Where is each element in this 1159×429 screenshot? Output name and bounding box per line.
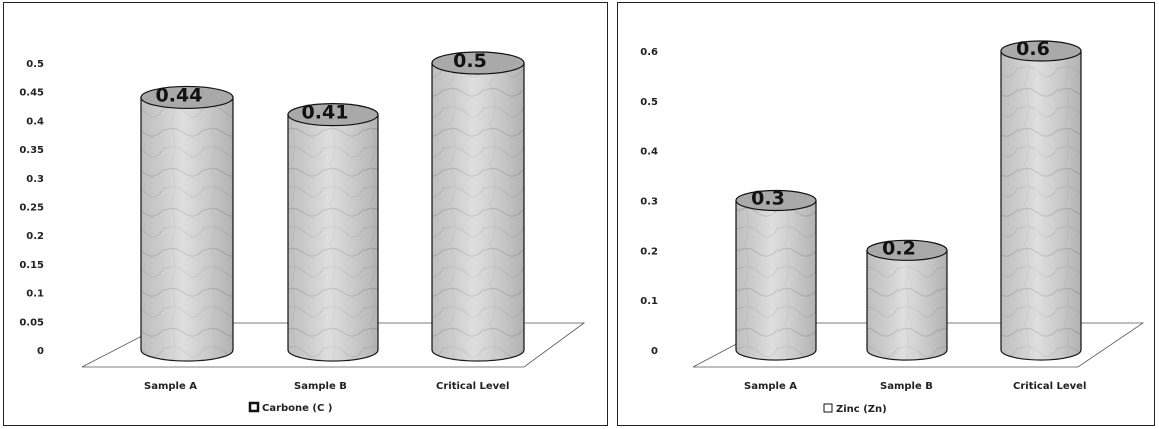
legend-swatch — [823, 403, 833, 413]
y-tick-label: 0.4 — [640, 147, 658, 158]
data-label: 0.41 — [302, 102, 349, 124]
bar-shading — [288, 114, 378, 361]
bar-top — [735, 189, 817, 212]
bar-cylinder — [287, 103, 379, 362]
bar-cylinder — [431, 51, 525, 362]
y-tick-label: 0.4 — [26, 116, 44, 127]
legend-label: Carbone (C ) — [262, 403, 332, 414]
chart-floor — [81, 322, 586, 368]
carbon-chart-panel: 0 0.05 0.1 0.15 0.2 0.25 0.3 0.35 0.4 0.45 0.5 0.44… — [3, 2, 608, 426]
y-tick-label: 0.6 — [640, 47, 658, 58]
bar-top — [140, 85, 234, 110]
bar-cylinder — [866, 239, 948, 361]
y-tick-label: 0.45 — [19, 88, 44, 99]
category-label: Critical Level — [436, 381, 509, 392]
carbon-chart: 0 0.05 0.1 0.15 0.2 0.25 0.3 0.35 0.4 0.45 0.5 0.44… — [19, 50, 586, 414]
y-tick-label: 0.5 — [640, 97, 658, 108]
y-tick-label: 0 — [37, 346, 44, 357]
category-label: Sample A — [144, 381, 197, 392]
y-tick-label: 0.25 — [19, 203, 44, 214]
data-label: 0.44 — [156, 84, 203, 106]
bar-shading — [867, 250, 947, 360]
data-label: 0.2 — [882, 237, 916, 259]
legend: Zinc (Zn) — [823, 403, 887, 415]
category-label: Sample B — [294, 381, 347, 392]
bar-top — [866, 239, 948, 261]
y-tick-label: 0.1 — [640, 296, 658, 307]
y-tick-label: 0 — [651, 346, 658, 357]
category-label: Sample B — [880, 381, 933, 392]
y-tick-label: 0.15 — [19, 260, 44, 271]
legend-label: Zinc (Zn) — [836, 404, 887, 415]
bar-cylinder — [735, 189, 817, 361]
y-tick-label: 0.2 — [640, 246, 658, 257]
category-label: Critical Level — [1013, 381, 1086, 392]
zinc-chart-panel: 0 0.1 0.2 0.3 0.4 0.5 0.6 0.3 Sample A 0.2 Sample … — [617, 2, 1155, 426]
bar-shading — [141, 97, 233, 361]
y-tick-label: 0.1 — [26, 289, 44, 300]
bar-shading — [1001, 51, 1081, 360]
legend-swatch — [248, 401, 260, 413]
y-tick-label: 0.3 — [640, 197, 658, 208]
data-label: 0.6 — [1016, 38, 1050, 60]
bar-shading — [736, 200, 816, 360]
y-tick-label: 0.2 — [26, 231, 44, 242]
bar-top — [431, 51, 525, 75]
bar-top — [287, 103, 379, 127]
data-label: 0.5 — [453, 50, 487, 72]
bar-cylinder — [1000, 40, 1082, 361]
y-tick-label: 0.05 — [19, 317, 44, 328]
bar-cylinder — [140, 85, 234, 362]
zinc-chart: 0 0.1 0.2 0.3 0.4 0.5 0.6 0.3 Sample A 0.2 Sample … — [640, 38, 1145, 415]
y-tick-label: 0.35 — [19, 145, 44, 156]
category-label: Sample A — [744, 381, 797, 392]
legend: Carbone (C ) — [248, 401, 332, 414]
data-label: 0.3 — [751, 188, 785, 210]
y-tick-label: 0.5 — [26, 59, 44, 70]
bar-shading — [432, 63, 524, 361]
y-tick-label: 0.3 — [26, 174, 44, 185]
bar-top — [1000, 40, 1082, 62]
